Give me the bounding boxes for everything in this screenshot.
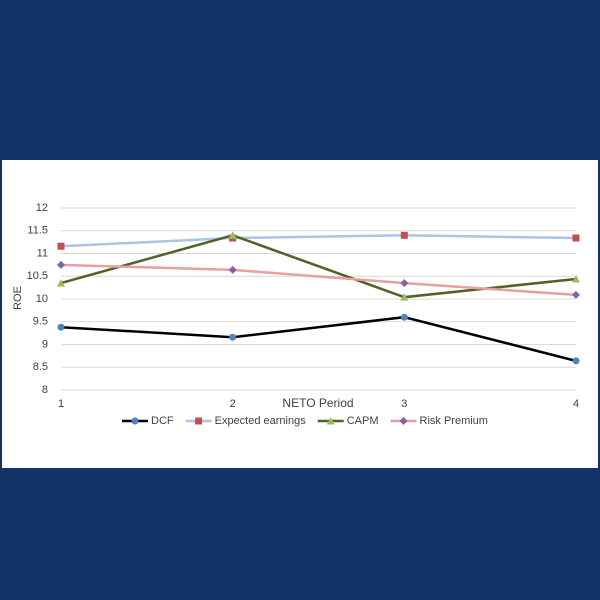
legend-marker: [195, 417, 203, 425]
data-point: [400, 279, 409, 288]
x-axis-title: NETO Period: [282, 396, 353, 410]
data-point: [57, 242, 65, 250]
legend-label: Expected earnings: [215, 415, 307, 427]
legend-label: CAPM: [347, 415, 379, 427]
data-point: [572, 234, 580, 242]
data-point: [572, 290, 580, 299]
x-tick-label: 2: [230, 398, 236, 410]
legend-marker: [326, 417, 335, 425]
legend-marker: [131, 417, 139, 425]
y-tick-label: 10: [36, 293, 48, 305]
y-tick-label: 10.5: [27, 270, 48, 282]
y-tick-label: 8: [42, 384, 48, 396]
y-tick-label: 11.5: [27, 225, 48, 237]
legend-label: Risk Premium: [420, 415, 488, 427]
data-point: [229, 333, 237, 341]
data-point: [57, 260, 65, 269]
data-point: [400, 313, 408, 321]
x-tick-label: 4: [573, 398, 579, 410]
series-line: [60, 234, 577, 248]
y-tick-label: 9.5: [33, 316, 48, 328]
data-point: [57, 279, 65, 287]
y-tick-label: 11: [37, 247, 48, 259]
y-axis-title: ROE: [12, 286, 24, 310]
data-point: [400, 293, 409, 301]
y-tick-label: 12: [36, 202, 48, 214]
chart-panel: [2, 160, 598, 468]
data-point: [572, 357, 580, 365]
data-point: [228, 231, 237, 239]
data-point: [57, 323, 65, 331]
x-tick-label: 1: [58, 398, 64, 410]
y-tick-label: 9: [42, 338, 48, 350]
data-point: [228, 265, 237, 274]
data-point: [572, 274, 580, 283]
series-line: [60, 263, 577, 297]
legend-marker: [399, 417, 408, 425]
data-point: [400, 231, 408, 239]
y-tick-label: 8.5: [33, 361, 48, 373]
x-tick-label: 3: [401, 398, 407, 410]
legend-label: DCF: [151, 415, 174, 427]
series-line: [60, 315, 577, 363]
